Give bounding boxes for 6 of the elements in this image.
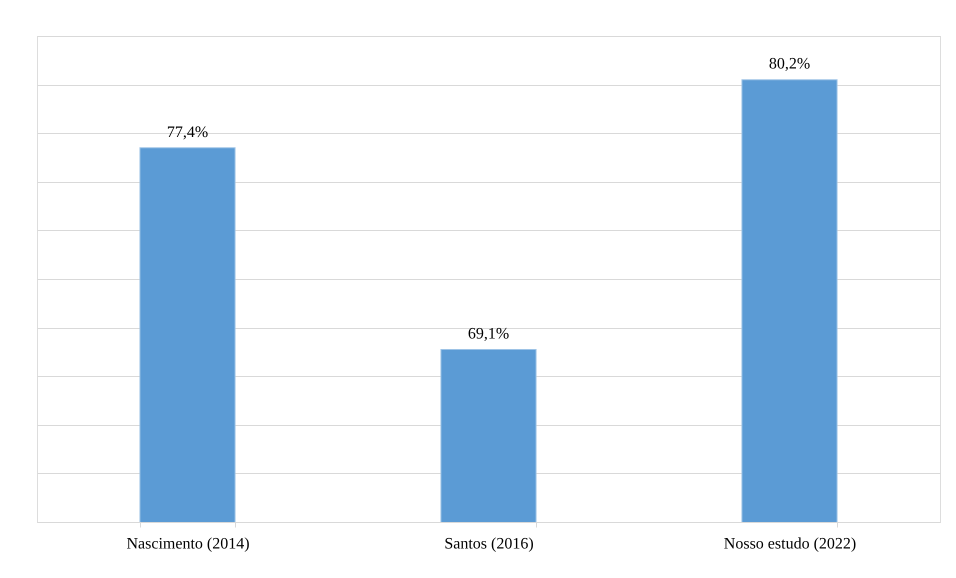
- data-label: 80,2%: [768, 56, 810, 73]
- x-tick-label: Nascimento (2014): [126, 536, 250, 552]
- x-tick-label: Nosso estudo (2022): [724, 536, 856, 552]
- x-tick-label: Santos (2016): [444, 536, 534, 552]
- data-label: 69,1%: [468, 325, 510, 342]
- data-label: 77,4%: [166, 124, 208, 141]
